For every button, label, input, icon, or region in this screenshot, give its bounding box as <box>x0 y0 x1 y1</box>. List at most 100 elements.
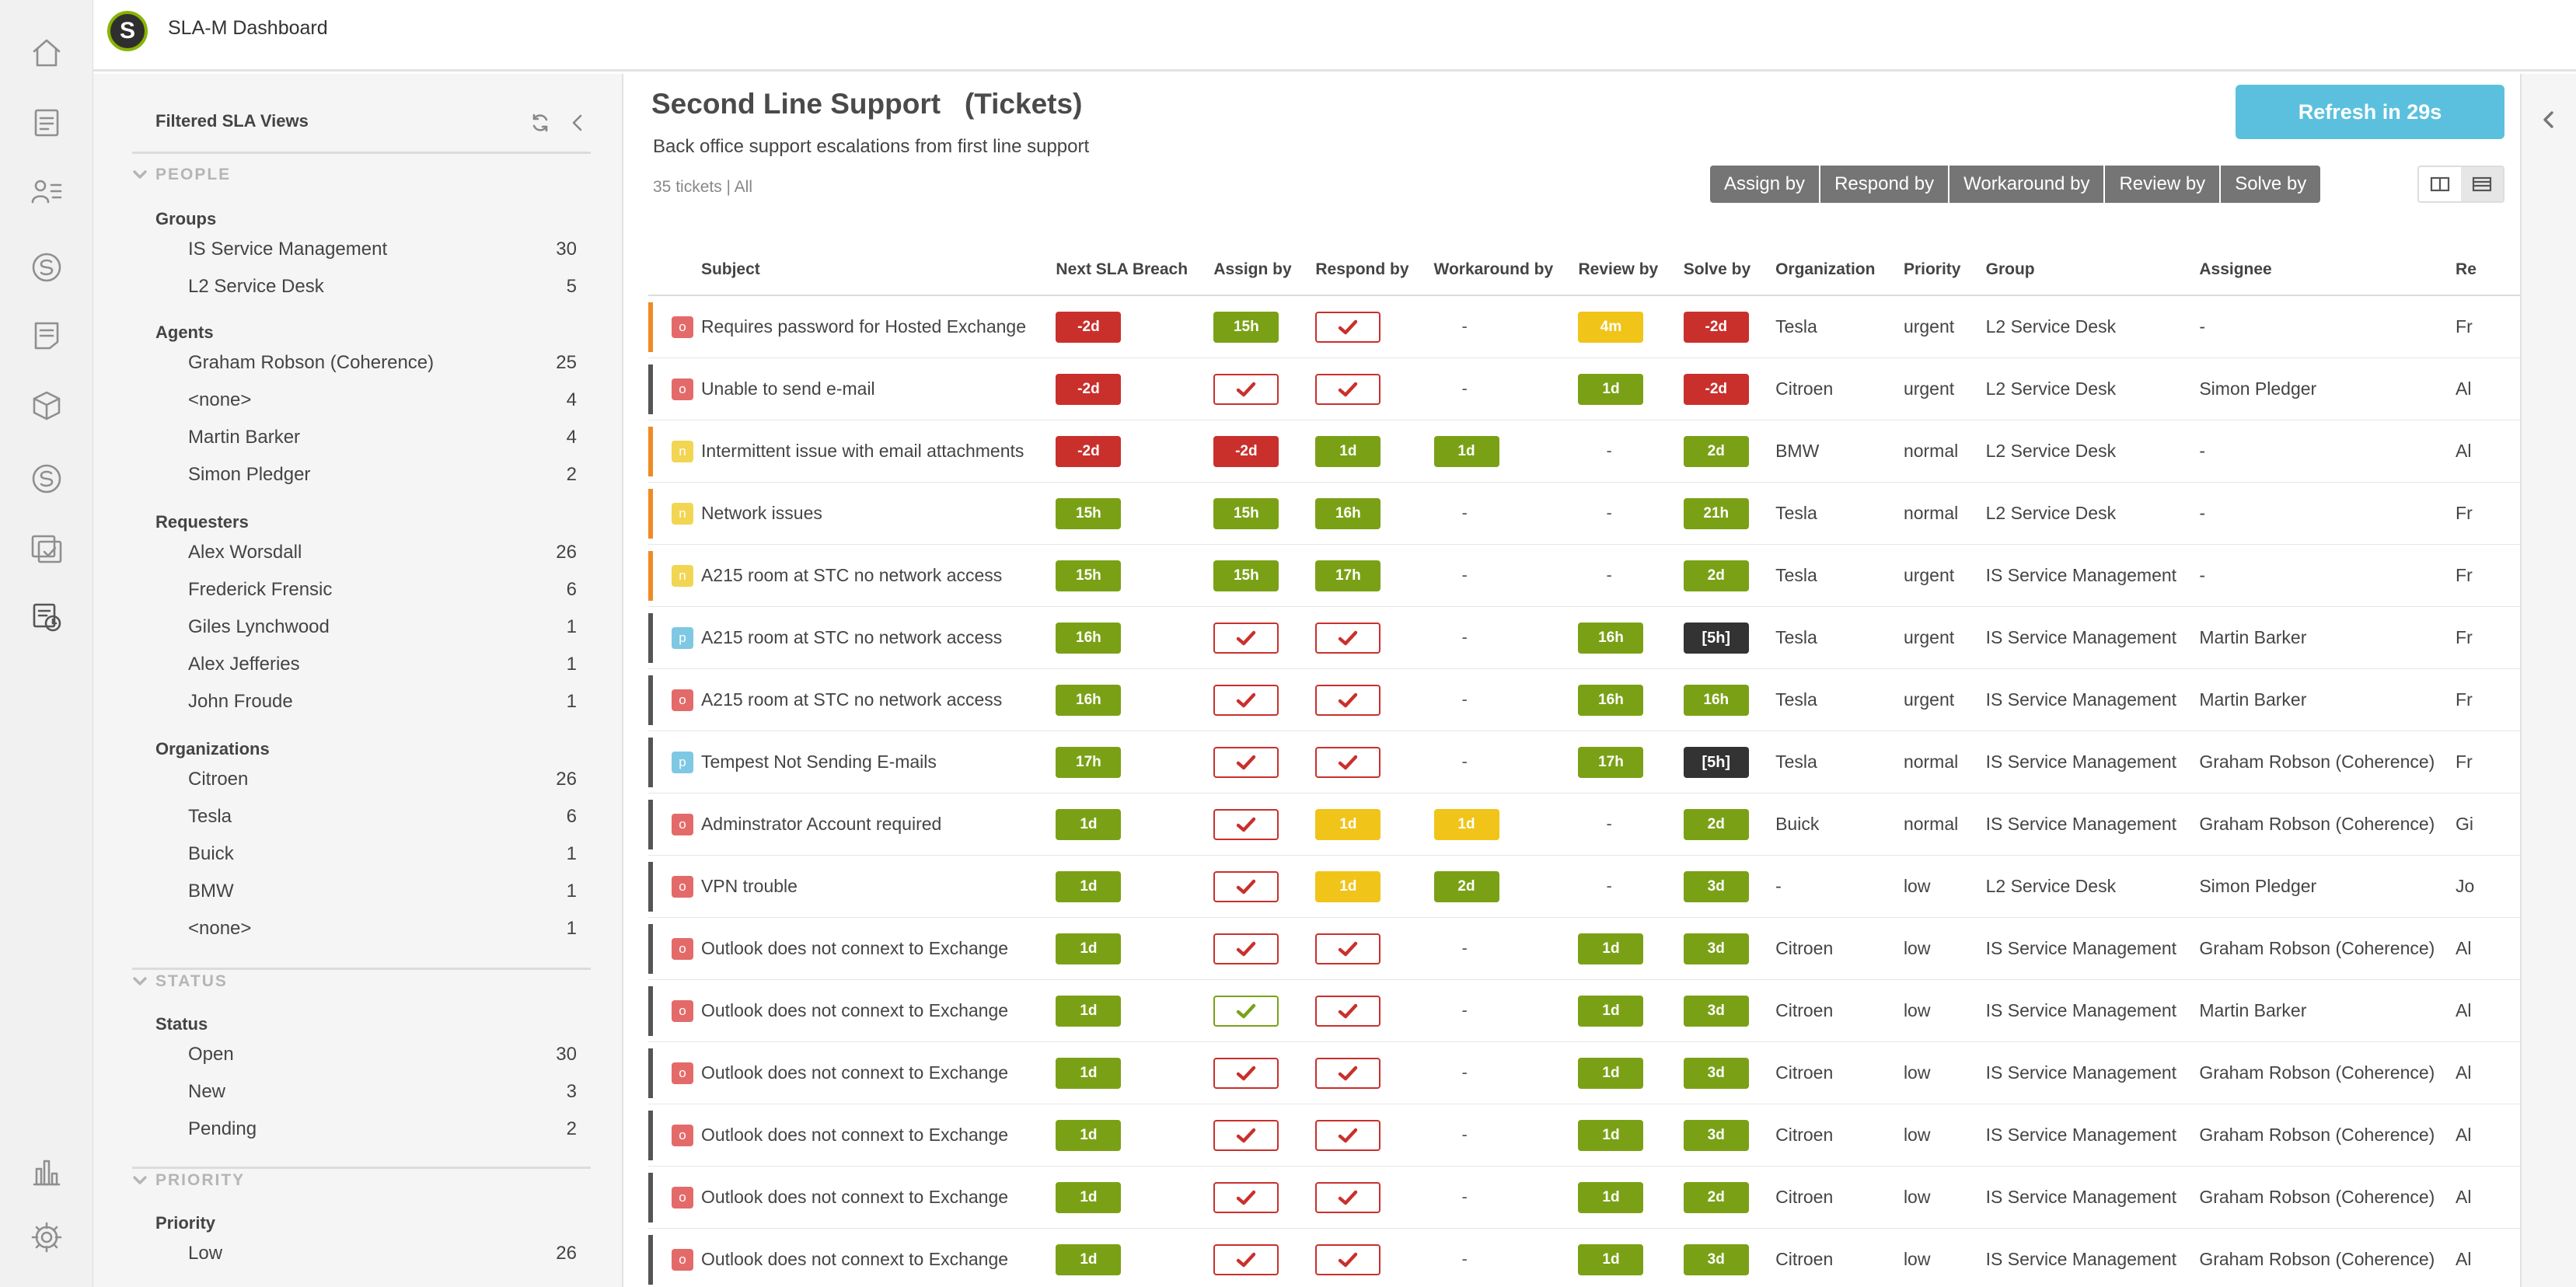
ticket-subject[interactable]: Outlook does not connext to Exchange <box>700 1062 1009 1083</box>
filter-item[interactable]: Giles Lynchwood 1 <box>188 616 577 637</box>
check-icon <box>1315 685 1381 716</box>
table-row[interactable]: o Requires password for Hosted Exchange -2… <box>648 296 2520 358</box>
filter-item[interactable]: Frederick Frensic 6 <box>188 579 577 600</box>
filter-item[interactable]: Simon Pledger 2 <box>188 464 577 485</box>
column-header[interactable]: Subject <box>700 260 760 278</box>
table-row[interactable]: n A215 room at STC no network access 15h 15… <box>648 545 2520 607</box>
ticket-subject[interactable]: A215 room at STC no network access <box>700 627 1003 647</box>
column-header[interactable]: Workaround by <box>1433 260 1554 278</box>
filter-item[interactable]: <none> 1 <box>188 918 577 939</box>
filter-item[interactable]: <none> 4 <box>188 389 577 410</box>
gear-icon[interactable] <box>28 1219 65 1256</box>
document-icon[interactable] <box>28 104 65 141</box>
split-view-button[interactable] <box>2419 167 2461 201</box>
column-header[interactable]: Assign by <box>1213 260 1292 278</box>
table-row[interactable]: o A215 room at STC no network access 16h - 1… <box>648 669 2520 731</box>
s-circle-icon[interactable] <box>28 249 65 286</box>
table-row[interactable]: p A215 room at STC no network access 16h - 1… <box>648 607 2520 669</box>
ticket-subject[interactable]: A215 room at STC no network access <box>700 689 1003 710</box>
right-panel-toggle[interactable] <box>2520 74 2576 1287</box>
bar-chart-icon[interactable] <box>28 1153 65 1191</box>
ticket-subject[interactable]: Outlook does not connext to Exchange <box>700 1000 1009 1020</box>
users-list-icon[interactable] <box>28 173 65 210</box>
ticket-subject[interactable]: Outlook does not connext to Exchange <box>700 938 1009 958</box>
app-logo[interactable]: S <box>107 11 148 51</box>
column-header[interactable]: Priority <box>1903 260 1961 278</box>
note-icon[interactable] <box>28 317 65 354</box>
column-header[interactable]: Solve by <box>1683 260 1751 278</box>
filter-item[interactable]: L2 Service Desk 5 <box>188 276 577 297</box>
ticket-subject[interactable]: Tempest Not Sending E-mails <box>700 752 937 772</box>
refresh-button[interactable]: Refresh in 29s <box>2236 85 2504 139</box>
filter-solve-by-button[interactable]: Solve by <box>2221 166 2321 203</box>
cube-icon[interactable] <box>28 387 65 424</box>
table-row[interactable]: o Outlook does not connext to Exchange 1d -… <box>648 1104 2520 1167</box>
sla-dashboard-icon[interactable] <box>28 598 65 636</box>
filter-item[interactable]: Buick 1 <box>188 843 577 864</box>
list-view-button[interactable] <box>2461 167 2503 201</box>
filter-item[interactable]: Alex Worsdall 26 <box>188 542 577 563</box>
filter-respond-by-button[interactable]: Respond by <box>1820 166 1950 203</box>
column-header[interactable]: Assignee <box>2199 260 2272 278</box>
section-people[interactable]: PEOPLE <box>132 166 231 184</box>
ticket-subject[interactable]: Requires password for Hosted Exchange <box>700 316 1026 337</box>
filter-item[interactable]: Graham Robson (Coherence) 25 <box>188 352 577 373</box>
table-row[interactable]: n Network issues 15h 15h 16h - - 21h Tesla normal… <box>648 483 2520 545</box>
ticket-assignee: Martin Barker <box>2199 627 2307 647</box>
ticket-subject[interactable]: Adminstrator Account required <box>700 814 942 834</box>
check-icon <box>1315 374 1381 405</box>
filter-review-by-button[interactable]: Review by <box>2105 166 2222 203</box>
table-row[interactable]: o Outlook does not connext to Exchange 1d -… <box>648 1042 2520 1104</box>
refresh-icon[interactable] <box>530 113 550 137</box>
column-header[interactable]: Respond by <box>1315 260 1409 278</box>
column-header[interactable]: Review by <box>1578 260 1659 278</box>
table-row[interactable]: o VPN trouble 1d 1d 2d - 3d - low L2 Service Desk… <box>648 856 2520 918</box>
ticket-requester: Fr <box>2456 627 2473 647</box>
section-status[interactable]: STATUS <box>132 972 228 991</box>
ticket-subject[interactable]: Unable to send e-mail <box>700 378 875 399</box>
home-icon[interactable] <box>28 34 65 72</box>
filter-workaround-by-button[interactable]: Workaround by <box>1949 166 2106 203</box>
filter-item[interactable]: BMW 1 <box>188 881 577 902</box>
ticket-subject[interactable]: Intermittent issue with email attachment… <box>700 441 1024 461</box>
filter-assign-by-button[interactable]: Assign by <box>1710 166 1821 203</box>
column-header[interactable]: Re <box>2456 260 2477 278</box>
table-row[interactable]: o Outlook does not connext to Exchange 1d -… <box>648 918 2520 980</box>
group-heading-requesters: Requesters <box>155 512 249 532</box>
filter-item[interactable]: New 3 <box>188 1081 577 1102</box>
table-row[interactable]: o Adminstrator Account required 1d 1d 1d - 2d B… <box>648 793 2520 856</box>
ticket-subject[interactable]: Outlook does not connext to Exchange <box>700 1125 1009 1145</box>
filter-item[interactable]: Martin Barker 4 <box>188 427 577 448</box>
ticket-subject[interactable]: A215 room at STC no network access <box>700 565 1003 585</box>
filter-item[interactable]: Low 26 <box>188 1243 577 1264</box>
table-row[interactable]: o Outlook does not connext to Exchange 1d -… <box>648 1229 2520 1287</box>
column-header[interactable]: Organization <box>1775 260 1876 278</box>
ticket-subject[interactable]: Outlook does not connext to Exchange <box>700 1187 1009 1207</box>
ticket-subject[interactable]: Network issues <box>700 503 822 523</box>
ticket-organization: Citroen <box>1775 1125 1834 1145</box>
checklist-window-icon[interactable] <box>28 530 65 567</box>
table-row[interactable]: o Unable to send e-mail -2d - 1d -2d Citroen ur… <box>648 358 2520 420</box>
s-circle-icon[interactable] <box>28 460 65 497</box>
column-header[interactable]: Next SLA Breach <box>1056 260 1189 278</box>
ticket-subject[interactable]: Outlook does not connext to Exchange <box>700 1249 1009 1269</box>
ticket-subject[interactable]: VPN trouble <box>700 876 798 896</box>
table-row[interactable]: n Intermittent issue with email attachmen… <box>648 420 2520 483</box>
filter-item[interactable]: Citroen 26 <box>188 769 577 790</box>
row-priority-bar <box>648 986 653 1036</box>
ticket-organization: BMW <box>1775 441 1820 461</box>
filter-item[interactable]: John Froude 1 <box>188 691 577 712</box>
column-header[interactable]: Group <box>1985 260 2035 278</box>
section-priority[interactable]: PRIORITY <box>132 1171 245 1190</box>
collapse-sidebar-icon[interactable] <box>567 113 588 137</box>
filter-item[interactable]: Open 30 <box>188 1044 577 1065</box>
filter-item[interactable]: Tesla 6 <box>188 806 577 827</box>
table-row[interactable]: o Outlook does not connext to Exchange 1d -… <box>648 980 2520 1042</box>
filter-item[interactable]: Pending 2 <box>188 1118 577 1139</box>
filter-item[interactable]: IS Service Management 30 <box>188 239 577 260</box>
workaround-empty: - <box>1461 1062 1468 1082</box>
table-row[interactable]: p Tempest Not Sending E-mails 17h - 17h [5h] T… <box>648 731 2520 793</box>
table-row[interactable]: o Outlook does not connext to Exchange 1d -… <box>648 1167 2520 1229</box>
status-badge: o <box>672 316 693 338</box>
filter-item[interactable]: Alex Jefferies 1 <box>188 654 577 675</box>
